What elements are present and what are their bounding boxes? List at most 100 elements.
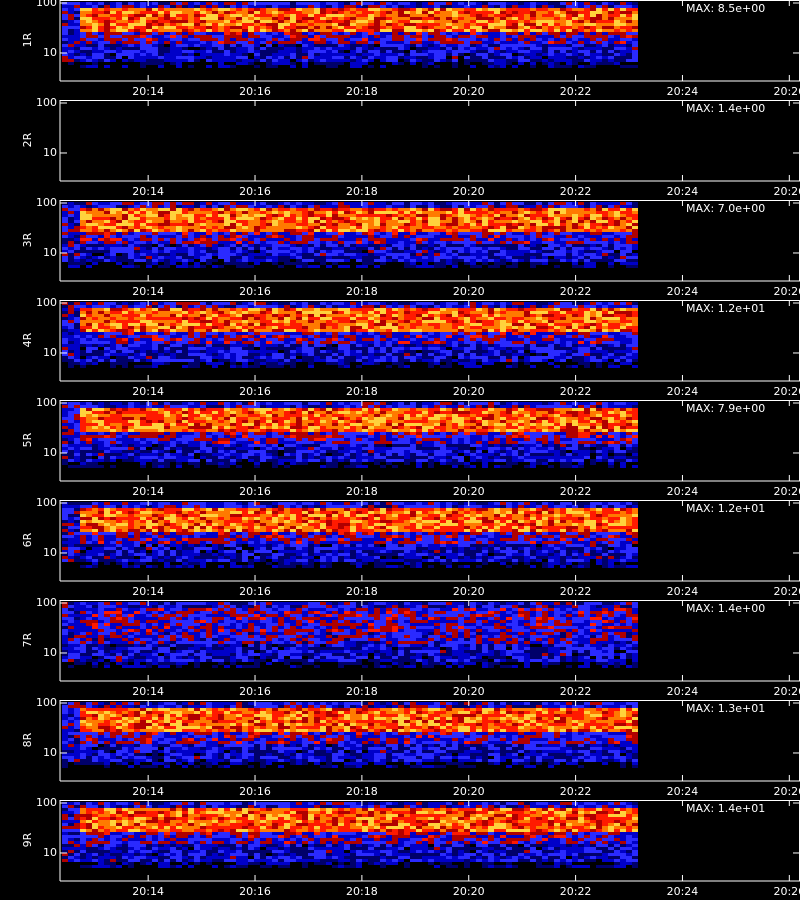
x-tick-label: 20:18 [346, 485, 378, 498]
max-annotation: MAX: 1.4e+01 [686, 802, 765, 815]
spectrogram-texture [80, 308, 632, 332]
y-tick-label: 100 [36, 96, 57, 109]
x-tick-label: 20:22 [560, 785, 592, 798]
x-tick-label: 20:26 [773, 585, 800, 598]
y-tick-label: 100 [36, 296, 57, 309]
spectrogram-texture [80, 708, 638, 732]
x-tick-label: 20:22 [560, 185, 592, 198]
x-tick-label: 20:14 [132, 685, 164, 698]
y-tick-label: 10 [43, 346, 57, 359]
spectrogram-texture [62, 502, 638, 568]
max-annotation: MAX: 7.9e+00 [686, 402, 765, 415]
y-tick-label: 10 [43, 246, 57, 259]
x-tick-label: 20:20 [453, 685, 485, 698]
spectrogram-texture [62, 502, 638, 562]
x-tick-label: 20:18 [346, 685, 378, 698]
max-annotation: MAX: 1.2e+01 [686, 502, 765, 515]
x-tick-label: 20:24 [667, 85, 699, 98]
y-tick-label: 100 [36, 396, 57, 409]
x-tick-label: 20:16 [239, 85, 271, 98]
x-tick-label: 20:26 [773, 185, 800, 198]
x-tick-label: 20:14 [132, 385, 164, 398]
x-tick-label: 20:26 [773, 285, 800, 298]
x-tick-label: 20:22 [560, 585, 592, 598]
spectrogram-texture [80, 8, 638, 32]
y-tick-label: 10 [43, 646, 57, 659]
x-tick-label: 20:20 [453, 85, 485, 98]
x-tick-label: 20:16 [239, 285, 271, 298]
x-tick-label: 20:24 [667, 285, 699, 298]
y-tick-label: 100 [36, 596, 57, 609]
x-tick-label: 20:16 [239, 885, 271, 898]
x-tick-label: 20:24 [667, 585, 699, 598]
x-tick-label: 20:14 [132, 585, 164, 598]
x-tick-label: 20:16 [239, 385, 271, 398]
x-tick-label: 20:20 [453, 885, 485, 898]
x-tick-label: 20:18 [346, 85, 378, 98]
spectrogram-texture [92, 608, 638, 632]
x-tick-label: 20:20 [453, 385, 485, 398]
x-tick-label: 20:22 [560, 85, 592, 98]
y-tick-label: 10 [43, 546, 57, 559]
spectrogram-texture [62, 402, 632, 459]
x-tick-label: 20:24 [667, 485, 699, 498]
x-tick-label: 20:26 [773, 885, 800, 898]
x-tick-label: 20:24 [667, 785, 699, 798]
y-axis-label: 6R [21, 532, 34, 547]
y-axis-label: 9R [21, 832, 34, 847]
spectrogram-texture [80, 208, 638, 232]
x-tick-label: 20:16 [239, 785, 271, 798]
x-tick-label: 20:14 [132, 285, 164, 298]
y-axis-label: 5R [21, 432, 34, 447]
spectrogram-texture [62, 202, 638, 268]
x-tick-label: 20:20 [453, 485, 485, 498]
y-axis-label: 7R [21, 632, 34, 647]
y-tick-label: 10 [43, 746, 57, 759]
y-tick-label: 10 [43, 146, 57, 159]
spectrogram-texture [62, 702, 638, 762]
spectrogram-texture [80, 508, 638, 532]
max-annotation: MAX: 1.2e+01 [686, 302, 765, 315]
x-tick-label: 20:18 [346, 785, 378, 798]
x-tick-label: 20:16 [239, 685, 271, 698]
x-tick-label: 20:26 [773, 385, 800, 398]
spectrogram-texture [62, 2, 638, 68]
y-tick-label: 100 [36, 496, 57, 509]
y-tick-label: 10 [43, 846, 57, 859]
x-tick-label: 20:16 [239, 485, 271, 498]
x-tick-label: 20:24 [667, 185, 699, 198]
spectrogram-texture [80, 208, 638, 232]
spectrogram-texture [62, 202, 638, 259]
x-tick-label: 20:22 [560, 485, 592, 498]
x-tick-label: 20:26 [773, 785, 800, 798]
spectrogram-texture [62, 602, 638, 662]
x-tick-label: 20:22 [560, 685, 592, 698]
x-tick-label: 20:16 [239, 185, 271, 198]
x-tick-label: 20:18 [346, 585, 378, 598]
spectrogram-texture [80, 808, 638, 832]
spectrogram-texture [80, 408, 638, 432]
x-tick-label: 20:14 [132, 485, 164, 498]
y-tick-label: 100 [36, 696, 57, 709]
x-tick-label: 20:20 [453, 785, 485, 798]
y-axis-label: 4R [21, 332, 34, 347]
x-tick-label: 20:22 [560, 885, 592, 898]
x-tick-label: 20:22 [560, 285, 592, 298]
max-annotation: MAX: 7.0e+00 [686, 202, 765, 215]
y-axis-label: 2R [21, 132, 34, 147]
max-annotation: MAX: 1.4e+00 [686, 102, 765, 115]
y-tick-label: 10 [43, 446, 57, 459]
x-tick-label: 20:24 [667, 385, 699, 398]
spectrogram-texture [80, 708, 638, 732]
x-tick-label: 20:14 [132, 785, 164, 798]
y-axis-label: 1R [21, 32, 34, 47]
y-axis-label: 8R [21, 732, 34, 747]
x-tick-label: 20:26 [773, 485, 800, 498]
x-tick-label: 20:20 [453, 185, 485, 198]
x-tick-label: 20:14 [132, 885, 164, 898]
x-tick-label: 20:18 [346, 385, 378, 398]
max-annotation: MAX: 1.3e+01 [686, 702, 765, 715]
x-tick-label: 20:24 [667, 885, 699, 898]
